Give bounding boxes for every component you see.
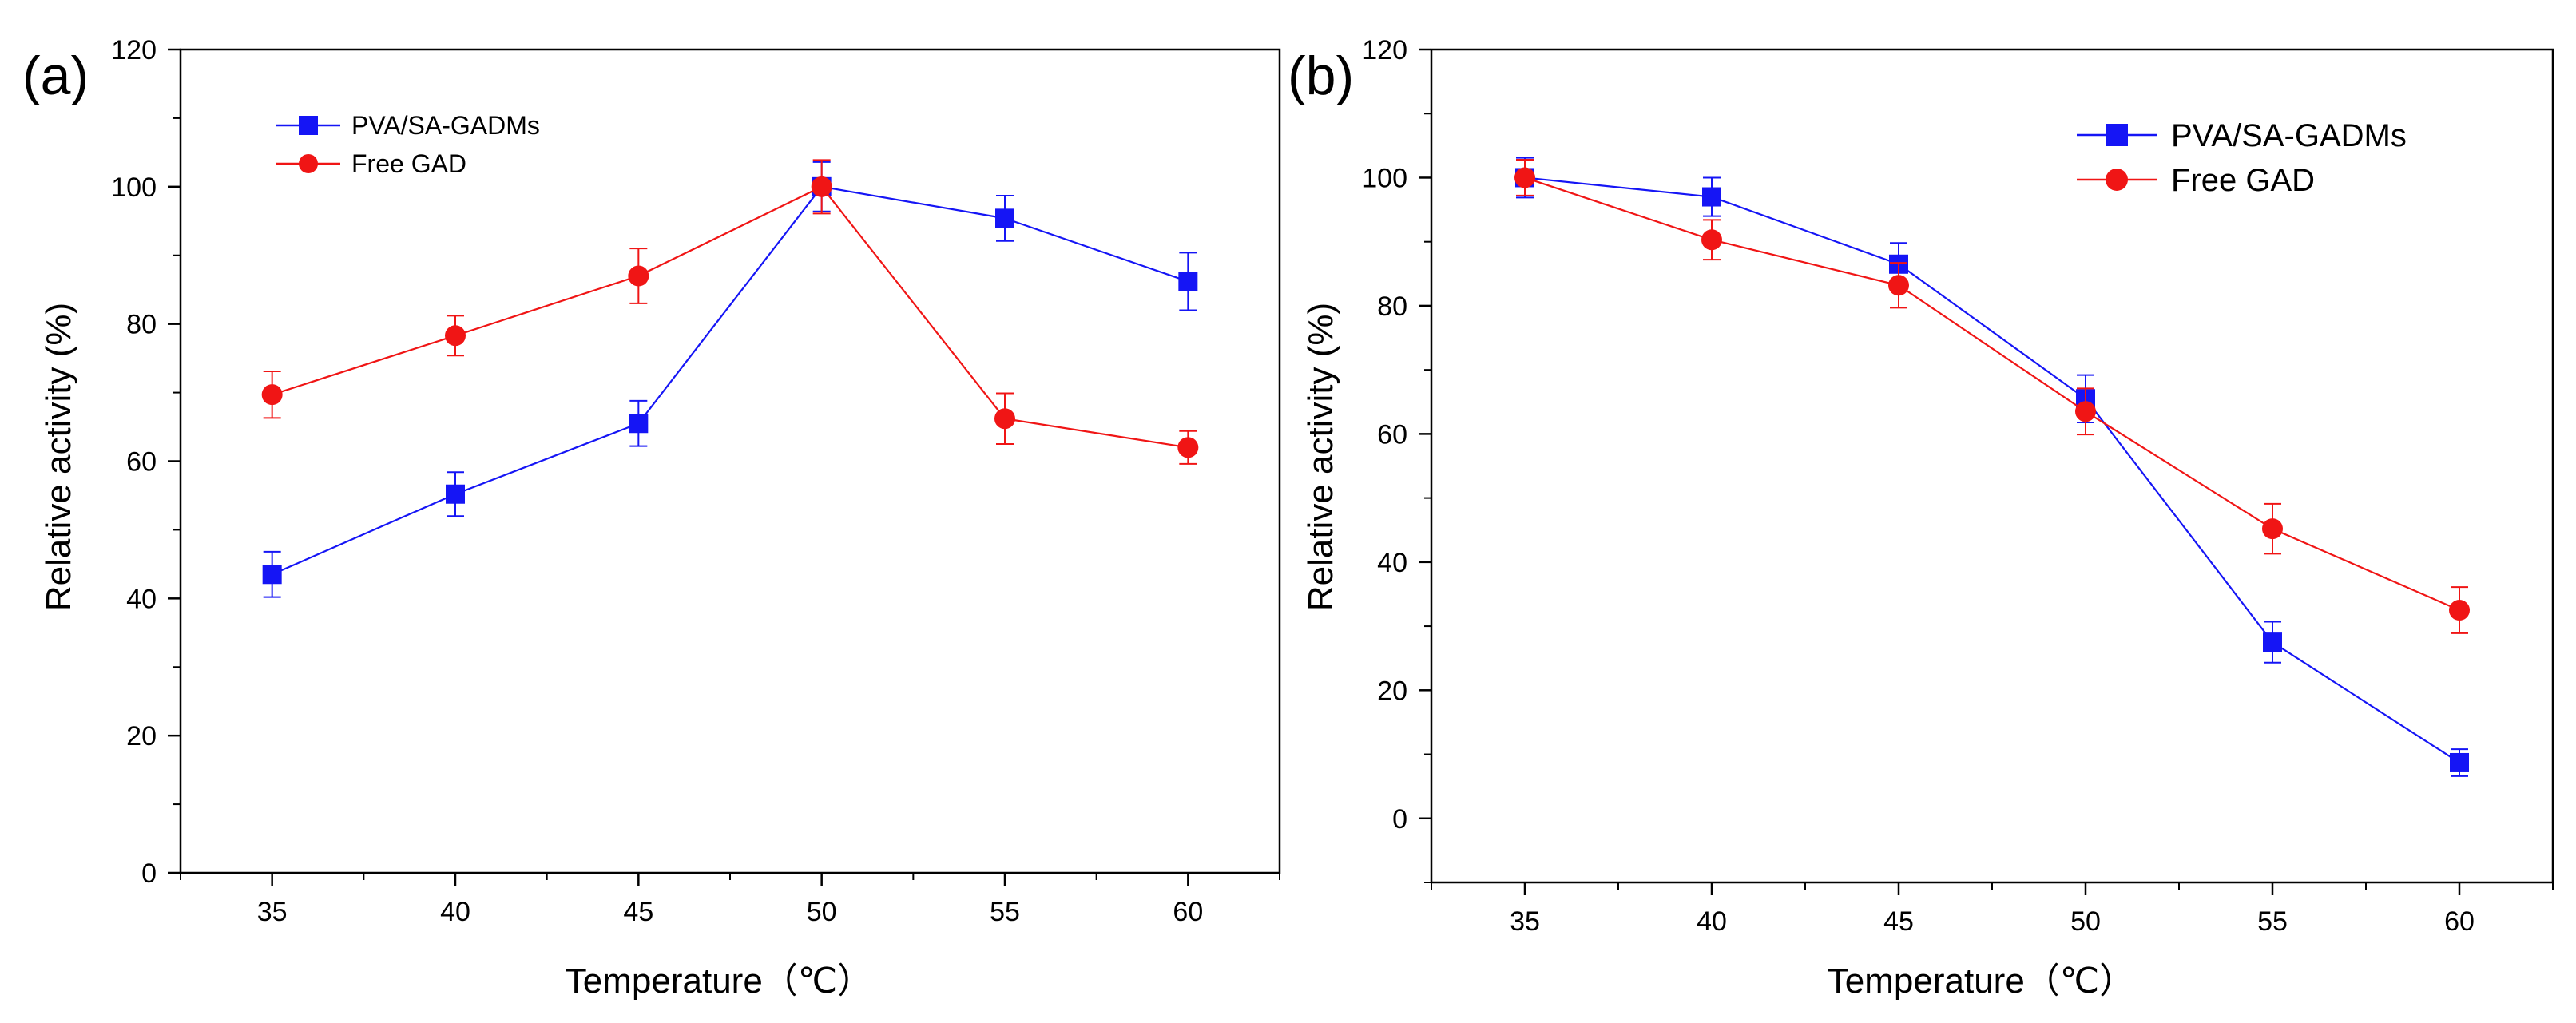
panel-b-legend: PVA/SA-GADMs Free GAD [2077, 118, 2407, 198]
panel-a-x-tick-label: 45 [623, 897, 653, 927]
panel-b-x-axis-title: Temperature（℃） [1828, 962, 2134, 1001]
panel-b-y-tick-label: 60 [1377, 419, 1407, 450]
panel-a-x-tick-label: 35 [257, 897, 288, 927]
panel-b-chart: (b) Relative activity (%) Temperature（℃）… [1288, 35, 2554, 1001]
panel-b-x-tick-label: 50 [2070, 906, 2101, 937]
panel-a-series-line-0 [272, 185, 1189, 576]
panel-a-x-tick-label: 50 [807, 897, 837, 927]
panel-a-point-circle [994, 408, 1015, 430]
panel-b-y-tick-label: 20 [1377, 676, 1407, 706]
panel-a-legend-label-red: Free GAD [351, 149, 466, 178]
panel-b-y-tick-label: 80 [1377, 291, 1407, 322]
panel-b-point-circle [2449, 600, 2470, 621]
panel-b-point-circle [1701, 229, 1722, 251]
panel-b-point-circle [1888, 275, 1909, 296]
panel-a-point-circle [811, 176, 832, 197]
panel-a-label: (a) [22, 46, 89, 106]
panel-b-point-square [2450, 752, 2469, 772]
panel-a-plot-frame [179, 48, 1281, 874]
panel-a-x-tick-label: 55 [990, 897, 1020, 927]
panel-a-legend-marker-blue [299, 116, 318, 135]
panel-a-y-axis-title: Relative activity (%) [39, 303, 78, 611]
panel-a-y-tick-label: 60 [126, 447, 157, 478]
panel-a-point-circle [628, 265, 649, 287]
panel-b-series-line-0 [1524, 176, 2460, 763]
panel-a-legend: PVA/SA-GADMs Free GAD [276, 111, 540, 178]
panel-a-x-tick-label: 60 [1173, 897, 1203, 927]
panel-a-point-square [446, 484, 465, 504]
panel-b-x-tick-label: 40 [1697, 906, 1727, 937]
panel-a-legend-marker-red [299, 154, 318, 173]
panel-a-y-tick-label: 40 [126, 584, 157, 614]
panel-b-x-tick-label: 55 [2257, 906, 2288, 937]
panel-b-x-tick-label: 45 [1883, 906, 1914, 937]
panel-a-point-square [629, 414, 649, 434]
panel-a-y-tick-label: 100 [111, 172, 157, 203]
panel-b-y-axis-title: Relative activity (%) [1301, 303, 1340, 611]
panel-b-point-circle [2262, 518, 2283, 540]
panel-a-y-tick-label: 20 [126, 721, 157, 751]
panel-b-y-tick-label: 100 [1362, 163, 1407, 193]
panel-b-plot-frame [1430, 48, 2554, 884]
panel-a-series-line-1 [272, 185, 1189, 449]
panel-b-y-tick-label: 0 [1392, 804, 1407, 835]
panel-b-y-tick-label: 120 [1362, 35, 1407, 65]
panel-a-chart: (a) Relative activity (%) Temperature（℃）… [22, 35, 1281, 1001]
panel-a-y-tick-label: 0 [141, 858, 157, 889]
panel-b-x-tick-label: 60 [2444, 906, 2475, 937]
panel-a-y-tick-label: 120 [111, 35, 157, 65]
panel-b-point-square [2263, 632, 2282, 652]
panel-b-point-square [1702, 187, 1721, 207]
panel-a-x-tick-label: 40 [440, 897, 470, 927]
panel-a-x-axis-title: Temperature（℃） [566, 962, 872, 1001]
panel-b-point-circle [1514, 167, 1535, 188]
panel-b-x-tick-label: 35 [1510, 906, 1540, 937]
panel-a-point-circle [445, 325, 466, 347]
panel-b-legend-label-blue: PVA/SA-GADMs [2171, 118, 2407, 153]
panel-a-point-circle [1177, 437, 1199, 458]
panel-a-point-square [1178, 272, 1198, 291]
panel-b-legend-label-red: Free GAD [2171, 163, 2315, 198]
panel-b-series-line-1 [1524, 176, 2460, 612]
panel-a-point-square [262, 565, 282, 585]
panel-a-point-circle [261, 384, 283, 406]
panel-a-legend-label-blue: PVA/SA-GADMs [351, 111, 540, 140]
panel-a-y-tick-label: 80 [126, 310, 157, 340]
panel-b-y-tick-label: 40 [1377, 548, 1407, 578]
panel-b-legend-marker-red [2106, 169, 2128, 191]
panel-b-label: (b) [1288, 46, 1354, 106]
panel-a-point-square [995, 208, 1014, 228]
panel-b-point-circle [2075, 401, 2096, 422]
panel-b-legend-marker-blue [2106, 124, 2128, 146]
